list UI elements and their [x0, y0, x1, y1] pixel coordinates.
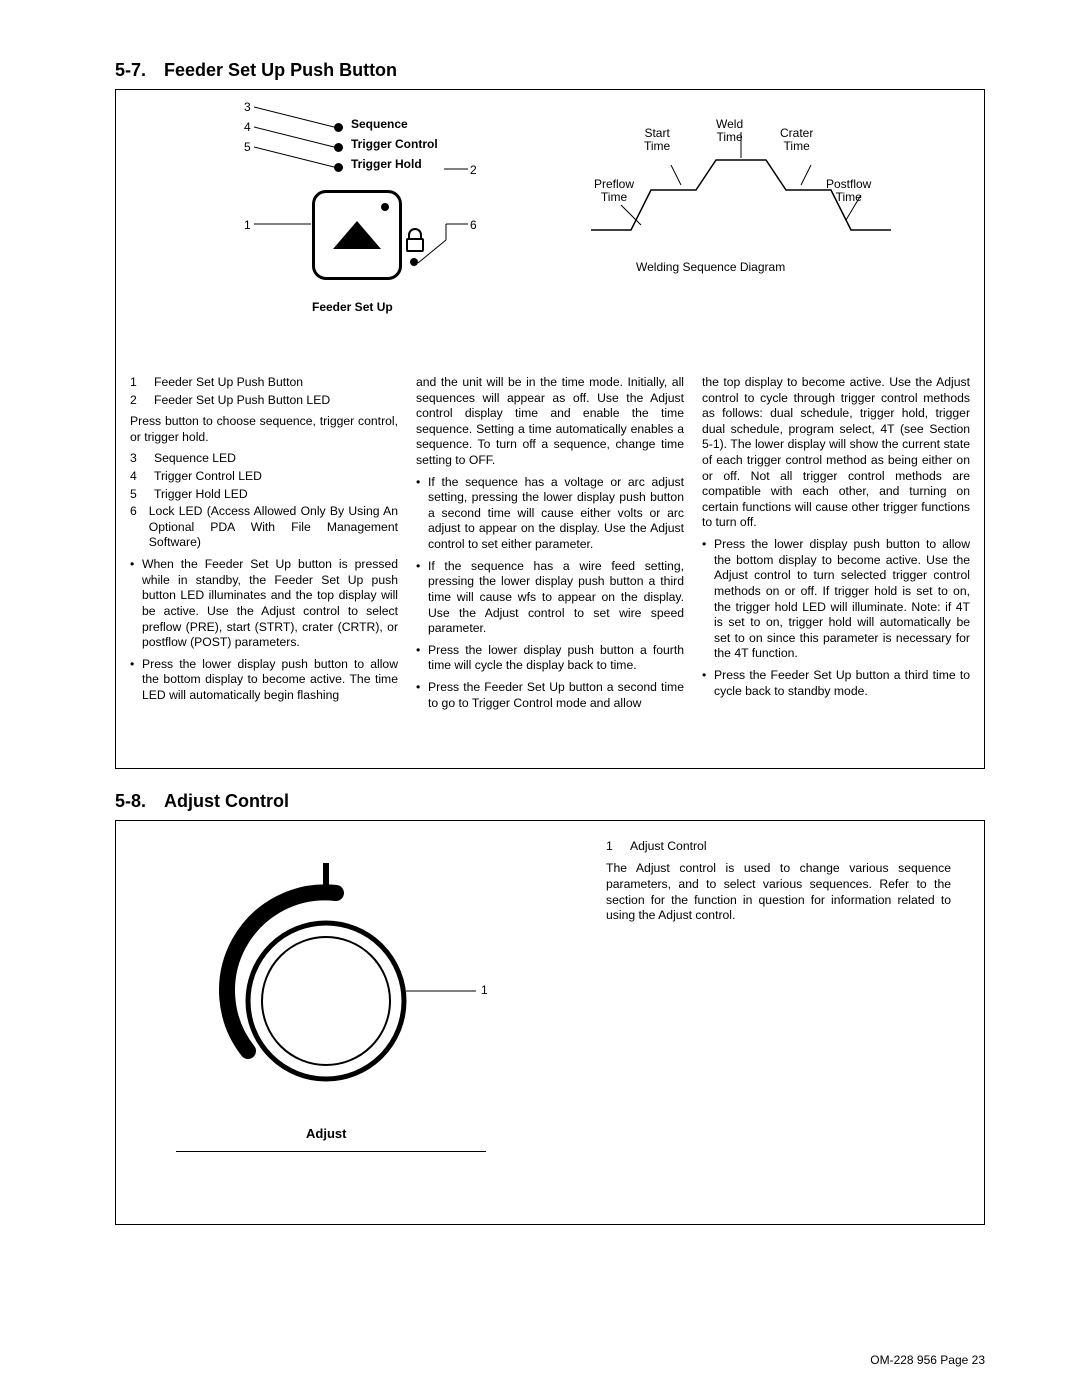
welding-sequence-caption: Welding Sequence Diagram — [636, 260, 785, 274]
page-footer: OM-228 956 Page 23 — [870, 1353, 985, 1367]
adjust-caption: Adjust — [306, 1126, 346, 1141]
figure-5-7-box: Sequence Trigger Control Trigger Hold 3 … — [115, 89, 985, 769]
preflow-time-label: Preflow Time — [594, 178, 634, 204]
start-time-label: Start Time — [644, 127, 670, 153]
section-number: 5-7. — [115, 60, 146, 81]
feeder-setup-button-icon — [312, 190, 402, 280]
col2-lead-para: and the unit will be in the time mode. I… — [416, 375, 684, 469]
adjust-callout-1: 1 — [481, 983, 488, 997]
adjust-figure-area: 1 Adjust 1Adjust Control The Adjust cont… — [116, 821, 984, 1224]
figure-5-8-box: 1 Adjust 1Adjust Control The Adjust cont… — [115, 820, 985, 1225]
postflow-time-label: Postflow Time — [826, 178, 871, 204]
adjust-knob-icon — [116, 821, 596, 1181]
button-led-dot — [381, 203, 389, 211]
description-columns: 1Feeder Set Up Push Button 2Feeder Set U… — [116, 345, 984, 725]
figure-5-7-area: Sequence Trigger Control Trigger Hold 3 … — [116, 90, 984, 345]
col3-lead-para: the top display to become active. Use th… — [702, 375, 970, 531]
intro-para: Press button to choose sequence, trigger… — [130, 414, 398, 445]
weld-time-label: Weld Time — [716, 118, 743, 144]
section-5-8-heading: 5-8. Adjust Control — [115, 791, 985, 812]
leader-svg — [116, 90, 986, 350]
legend-list-a: 1Feeder Set Up Push Button 2Feeder Set U… — [130, 375, 398, 408]
section-5-7-heading: 5-7. Feeder Set Up Push Button — [115, 60, 985, 81]
col2-bullets: If the sequence has a voltage or arc adj… — [416, 475, 684, 712]
crater-time-label: Crater Time — [780, 127, 813, 153]
lock-led-dot — [410, 258, 418, 266]
column-2: and the unit will be in the time mode. I… — [416, 375, 684, 711]
col3-bullets: Press the lower display push button to a… — [702, 537, 970, 699]
adjust-legend: 1Adjust Control — [606, 839, 951, 855]
column-3: the top display to become active. Use th… — [702, 375, 970, 711]
adjust-text-column: 1Adjust Control The Adjust control is us… — [606, 839, 951, 924]
lock-icon — [406, 228, 424, 252]
adjust-underline — [176, 1151, 486, 1152]
feeder-setup-caption: Feeder Set Up — [312, 300, 393, 314]
column-1: 1Feeder Set Up Push Button 2Feeder Set U… — [130, 375, 398, 711]
section-title-2: Adjust Control — [164, 791, 289, 812]
section-title: Feeder Set Up Push Button — [164, 60, 397, 81]
section-number-2: 5-8. — [115, 791, 146, 812]
up-triangle-icon — [333, 221, 381, 249]
manual-page: 5-7. Feeder Set Up Push Button Sequence … — [0, 0, 1080, 1397]
col1-bullets: When the Feeder Set Up button is pressed… — [130, 557, 398, 703]
adjust-para: The Adjust control is used to change var… — [606, 861, 951, 924]
legend-list-b: 3Sequence LED 4Trigger Control LED 5Trig… — [130, 451, 398, 551]
